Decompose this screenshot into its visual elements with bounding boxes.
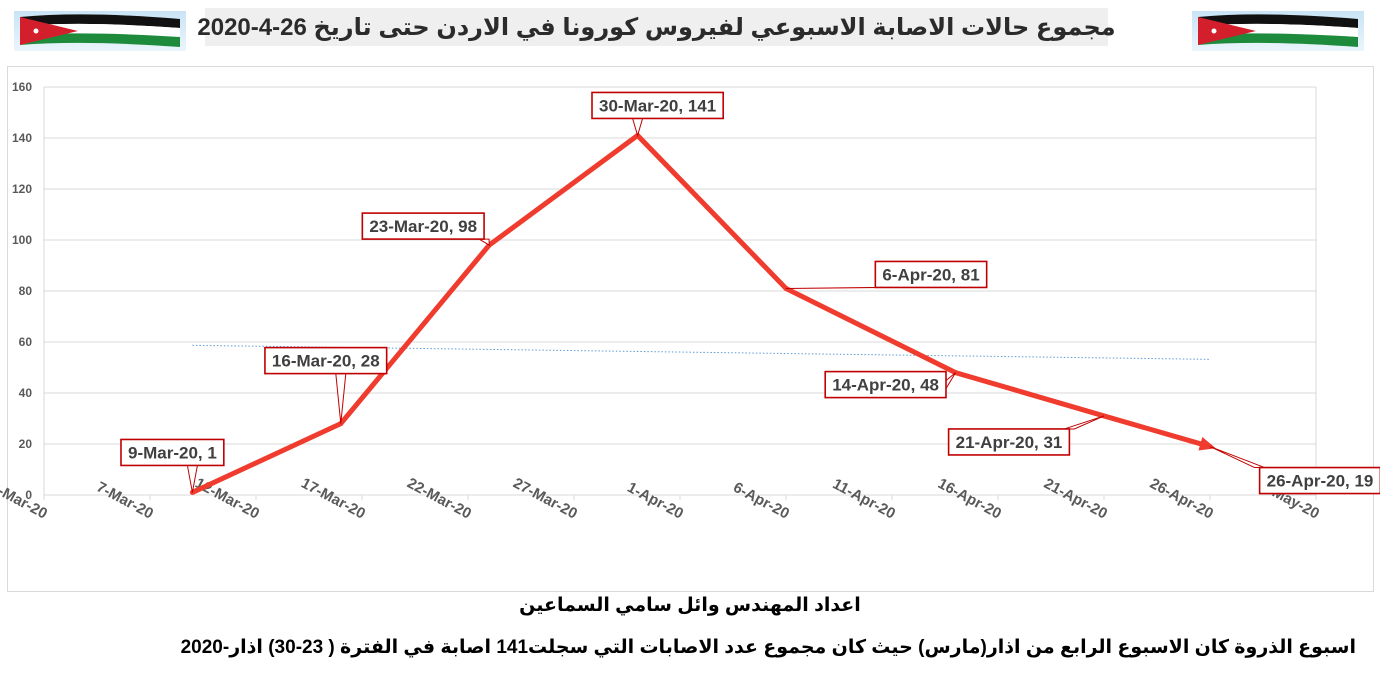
data-label-box [361, 212, 485, 240]
data-label-text: 21-Apr-20, 31 [956, 433, 1063, 452]
trendline [192, 344, 1211, 360]
jordan-flag-icon-right [1192, 11, 1364, 51]
gridlines [43, 86, 1317, 500]
data-label-box [824, 370, 947, 399]
y-tick-label: 60 [19, 335, 33, 349]
x-tick-label: 12-Mar-20 [192, 475, 262, 523]
data-label-5: 14-Apr-20, 48 [824, 370, 957, 399]
data-label-box [947, 428, 1071, 456]
data-label-4: 6-Apr-20, 81 [785, 260, 988, 289]
data-label-box [874, 260, 988, 289]
data-label-leader [477, 238, 490, 246]
chart-area [7, 66, 1374, 592]
x-tick-label: 7-Mar-20 [94, 479, 156, 523]
x-tick-label: 11-Apr-20 [830, 475, 898, 522]
x-tick-label: 22-Mar-20 [404, 475, 474, 523]
data-label-leader [945, 372, 957, 391]
data-label-7: 26-Apr-20, 19 [1209, 446, 1380, 495]
jordan-flag-icon-left [14, 11, 186, 51]
y-tick-label: 20 [19, 437, 33, 451]
y-axis-ticks: 0 20 40 60 80 100 120 140 160 [12, 80, 32, 502]
data-labels: 9-Mar-20, 1 16-Mar-20, 28 23-Mar-20, 98 30-… [120, 91, 1380, 495]
data-label-1: 16-Mar-20, 28 [264, 346, 388, 424]
y-tick-label: 80 [19, 284, 33, 298]
x-tick-label: 1-Apr-20 [624, 479, 686, 523]
x-tick-label: 21-Apr-20 [1041, 475, 1110, 522]
data-label-3: 30-Mar-20, 141 [591, 91, 724, 138]
x-tick-label: 16-Apr-20 [935, 475, 1004, 522]
data-label-text: 16-Mar-20, 28 [272, 352, 380, 371]
author-credit: اعداد المهندس وائل سامي السماعين [519, 595, 861, 616]
y-tick-label: 40 [19, 386, 33, 400]
data-label-box [264, 346, 388, 375]
x-axis-ticks: 2-Mar-20 7-Mar-20 12-Mar-20 17-Mar-20 22-Mar… [0, 475, 1322, 523]
trendline-linear [192, 344, 1211, 360]
data-label-0: 9-Mar-20, 1 [120, 438, 225, 493]
data-label-2: 23-Mar-20, 98 [361, 212, 490, 246]
data-label-box [591, 91, 724, 120]
data-label-text: 6-Apr-20, 81 [882, 265, 979, 284]
x-tick-label: 17-Mar-20 [298, 475, 368, 523]
y-tick-label: 120 [12, 182, 32, 196]
data-label-leader [631, 117, 644, 138]
data-label-text: 26-Apr-20, 19 [1267, 472, 1374, 491]
line-chart: 0 20 40 60 80 100 120 140 160 2-Mar-20 7-Mar-20 12… [0, 80, 1380, 523]
x-tick-label: 26-Apr-20 [1147, 475, 1216, 522]
y-tick-label: 160 [12, 80, 32, 94]
data-label-6: 21-Apr-20, 31 [947, 415, 1105, 456]
data-label-text: 9-Mar-20, 1 [128, 443, 217, 462]
y-tick-label: 100 [12, 233, 32, 247]
data-label-box [1258, 466, 1380, 495]
data-label-leader [1064, 415, 1105, 430]
data-label-text: 30-Mar-20, 141 [599, 96, 716, 115]
chart-title: مجموع حالات الاصابة الاسبوعي لفيروس كورو… [197, 8, 1116, 46]
data-label-text: 23-Mar-20, 98 [369, 217, 477, 236]
x-tick-label: 27-Mar-20 [510, 475, 580, 523]
data-label-box [120, 438, 225, 467]
summary-note: اسبوع الذروة كان الاسبوع الرابع من اذار(… [180, 637, 1356, 658]
data-label-text: 14-Apr-20, 48 [832, 376, 939, 395]
y-tick-label: 0 [25, 488, 32, 502]
y-tick-label: 140 [12, 131, 32, 145]
data-label-leader [1209, 446, 1265, 469]
series-line-cases [191, 132, 1211, 495]
x-tick-label: 2-Mar-20 [0, 479, 50, 523]
x-tick-label: 6-Apr-20 [730, 479, 792, 523]
data-label-leader [785, 286, 881, 289]
